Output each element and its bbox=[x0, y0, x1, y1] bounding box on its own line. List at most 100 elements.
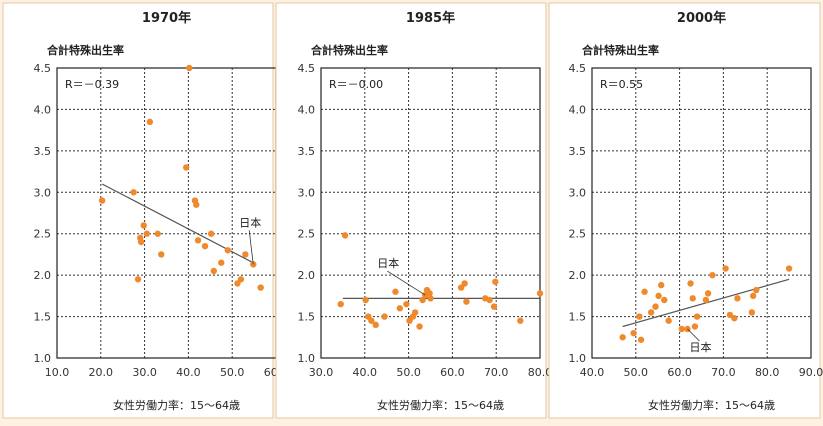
data-point bbox=[785, 265, 793, 272]
data-point bbox=[748, 309, 756, 316]
y-tick-label: 1.5 bbox=[569, 311, 587, 324]
x-axis-label: 女性労働力率：15～64歳 bbox=[377, 398, 504, 412]
japan-leader-line bbox=[387, 270, 426, 296]
data-point bbox=[193, 201, 200, 208]
y-tick-label: 4.5 bbox=[298, 62, 316, 75]
data-point bbox=[731, 315, 738, 322]
data-point bbox=[689, 295, 696, 302]
y-tick-label: 1.0 bbox=[34, 352, 52, 365]
data-point bbox=[242, 251, 249, 258]
y-tick-label: 1.0 bbox=[569, 352, 587, 365]
japan-leader-line bbox=[687, 328, 700, 342]
data-point bbox=[426, 290, 433, 297]
x-tick-label: 30.0 bbox=[309, 366, 334, 379]
panel-1: 1970年合計特殊出生率10.020.030.040.050.060.01.01… bbox=[2, 2, 288, 419]
data-point bbox=[194, 237, 202, 244]
x-tick-label: 70.0 bbox=[711, 366, 736, 379]
y-tick-label: 2.5 bbox=[34, 228, 52, 241]
data-point bbox=[416, 323, 423, 330]
y-tick-label: 3.5 bbox=[298, 145, 316, 158]
data-point bbox=[536, 290, 544, 297]
data-point bbox=[709, 271, 716, 279]
data-point bbox=[137, 238, 145, 246]
data-point bbox=[368, 317, 375, 324]
x-tick-label: 30.0 bbox=[132, 366, 157, 379]
data-point bbox=[218, 259, 225, 266]
data-point bbox=[419, 296, 426, 304]
x-tick-label: 60.0 bbox=[667, 366, 692, 379]
data-point bbox=[372, 321, 379, 329]
data-point bbox=[492, 278, 499, 285]
x-tick-label: 70.0 bbox=[484, 366, 509, 379]
japan-label: 日本 bbox=[689, 340, 711, 354]
data-point bbox=[636, 313, 643, 320]
x-tick-label: 40.0 bbox=[353, 366, 378, 379]
y-tick-label: 4.5 bbox=[569, 62, 587, 75]
y-tick-label: 1.5 bbox=[34, 311, 52, 324]
data-point bbox=[461, 280, 468, 287]
data-point bbox=[427, 295, 434, 302]
y-tick-label: 2.5 bbox=[298, 228, 316, 241]
japan-leader-line bbox=[248, 230, 254, 265]
data-point bbox=[183, 164, 190, 171]
data-point bbox=[630, 329, 637, 337]
data-point bbox=[158, 251, 165, 258]
y-tick-label: 3.0 bbox=[298, 186, 316, 199]
panel-background bbox=[2, 2, 274, 419]
japan-label: 日本 bbox=[377, 256, 399, 270]
panel-title: 2000年 bbox=[677, 10, 726, 26]
data-point bbox=[647, 309, 655, 316]
data-point bbox=[396, 305, 404, 312]
x-tick-label: 80.0 bbox=[755, 366, 780, 379]
y-axis-label: 合計特殊出生率 bbox=[311, 43, 388, 57]
data-point bbox=[678, 325, 685, 333]
data-point bbox=[486, 296, 493, 304]
data-point bbox=[722, 265, 729, 272]
data-point bbox=[411, 309, 419, 316]
x-tick-label: 40.0 bbox=[580, 366, 605, 379]
y-axis-label: 合計特殊出生率 bbox=[582, 43, 659, 57]
y-tick-label: 2.5 bbox=[569, 228, 587, 241]
data-point bbox=[381, 313, 388, 320]
panel-background bbox=[275, 2, 547, 419]
data-point bbox=[641, 288, 648, 295]
plot-frame bbox=[320, 67, 541, 359]
data-point bbox=[207, 230, 215, 237]
x-tick-label: 50.0 bbox=[396, 366, 421, 379]
x-axis-label: 女性労働力率：15～64歳 bbox=[113, 398, 240, 412]
y-tick-label: 3.0 bbox=[569, 186, 587, 199]
data-point bbox=[691, 323, 699, 330]
x-tick-label: 20.0 bbox=[89, 366, 114, 379]
x-tick-label: 80.0 bbox=[528, 366, 553, 379]
data-point bbox=[143, 230, 150, 237]
data-point bbox=[237, 276, 245, 283]
x-tick-label: 60.0 bbox=[440, 366, 465, 379]
x-tick-label: 50.0 bbox=[220, 366, 245, 379]
data-point bbox=[726, 311, 734, 319]
data-point bbox=[154, 230, 161, 237]
data-point bbox=[134, 276, 142, 283]
data-point bbox=[619, 334, 626, 341]
data-point bbox=[687, 280, 694, 287]
data-point bbox=[517, 317, 524, 324]
panel-background bbox=[548, 2, 821, 419]
y-tick-label: 4.0 bbox=[34, 103, 52, 116]
data-point bbox=[753, 286, 760, 294]
data-point bbox=[403, 300, 410, 308]
y-tick-label: 1.0 bbox=[298, 352, 316, 365]
data-point bbox=[734, 295, 741, 302]
data-point bbox=[693, 313, 701, 320]
y-tick-label: 1.5 bbox=[298, 311, 316, 324]
y-tick-label: 4.5 bbox=[34, 62, 52, 75]
y-tick-label: 3.5 bbox=[569, 145, 587, 158]
panel-title: 1985年 bbox=[406, 10, 455, 26]
y-tick-label: 2.0 bbox=[34, 269, 52, 282]
correlation-label: R＝－0.39 bbox=[65, 78, 119, 91]
data-point bbox=[392, 288, 399, 295]
panel-title: 1970年 bbox=[142, 10, 191, 26]
data-point bbox=[665, 317, 672, 324]
y-tick-label: 4.0 bbox=[569, 103, 587, 116]
y-tick-label: 4.0 bbox=[298, 103, 316, 116]
